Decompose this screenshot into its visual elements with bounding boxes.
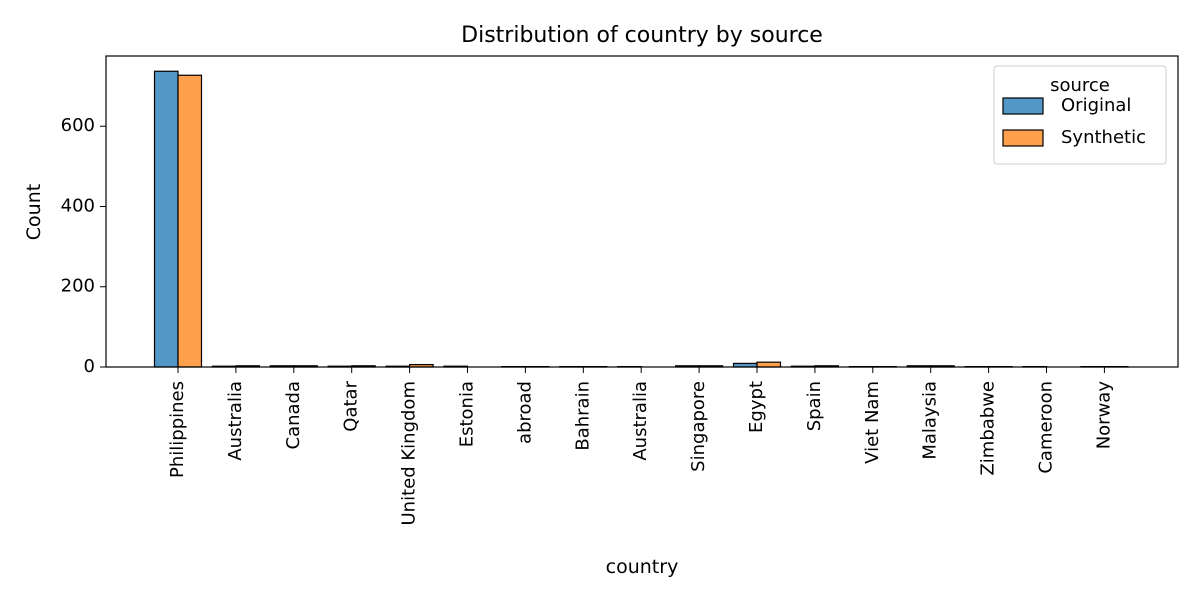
y-tick-label: 600 (61, 115, 95, 136)
bar-synthetic-10 (756, 361, 782, 368)
bars-group (153, 70, 1129, 368)
x-axis-label: country (606, 556, 679, 578)
y-tick-label: 0 (84, 356, 95, 377)
x-tick-label: Zimbabwe (978, 381, 999, 476)
bar-original-0 (153, 70, 179, 368)
x-tick-label: Singapore (688, 381, 709, 472)
x-tick-label: Cameroon (1036, 381, 1057, 474)
x-tick-label: Bahrain (572, 381, 593, 451)
y-tick-label: 200 (61, 276, 95, 297)
x-tick-label: Qatar (341, 380, 362, 431)
legend-items: Original Synthetic (1002, 95, 1146, 148)
x-tick-label: Norway (1093, 381, 1114, 450)
legend-title: source (1050, 75, 1110, 96)
x-tick-label: United Kingdom (399, 381, 420, 525)
plot-frame (105, 55, 1179, 368)
x-tick-label: Canada (283, 381, 304, 450)
legend-label-synthetic: Synthetic (1061, 127, 1146, 148)
x-tick-label: Australia (630, 381, 651, 461)
legend-swatch-synthetic (1002, 129, 1044, 147)
x-tick-label: abroad (514, 381, 535, 444)
legend: source Original Synthetic (993, 65, 1167, 165)
x-tick-label: Australia (225, 381, 246, 461)
x-tick-group: Philippines Australia Canada Qatar United Ki… (167, 367, 1114, 525)
bar-synthetic-0 (177, 74, 203, 368)
y-tick-group: 0 200 400 600 (61, 115, 106, 377)
y-tick-label: 400 (61, 195, 95, 216)
x-tick-label: Viet Nam (862, 381, 883, 464)
legend-label-original: Original (1061, 95, 1131, 116)
x-tick-label: Estonia (457, 381, 478, 447)
x-tick-label: Spain (804, 381, 825, 431)
x-tick-label: Egypt (746, 381, 767, 433)
y-axis-label: Count (23, 184, 45, 240)
legend-swatch-original (1002, 97, 1044, 115)
x-tick-label: Malaysia (920, 381, 941, 460)
x-tick-label: Philippines (167, 381, 188, 478)
chart-title: Distribution of country by source (461, 23, 823, 48)
